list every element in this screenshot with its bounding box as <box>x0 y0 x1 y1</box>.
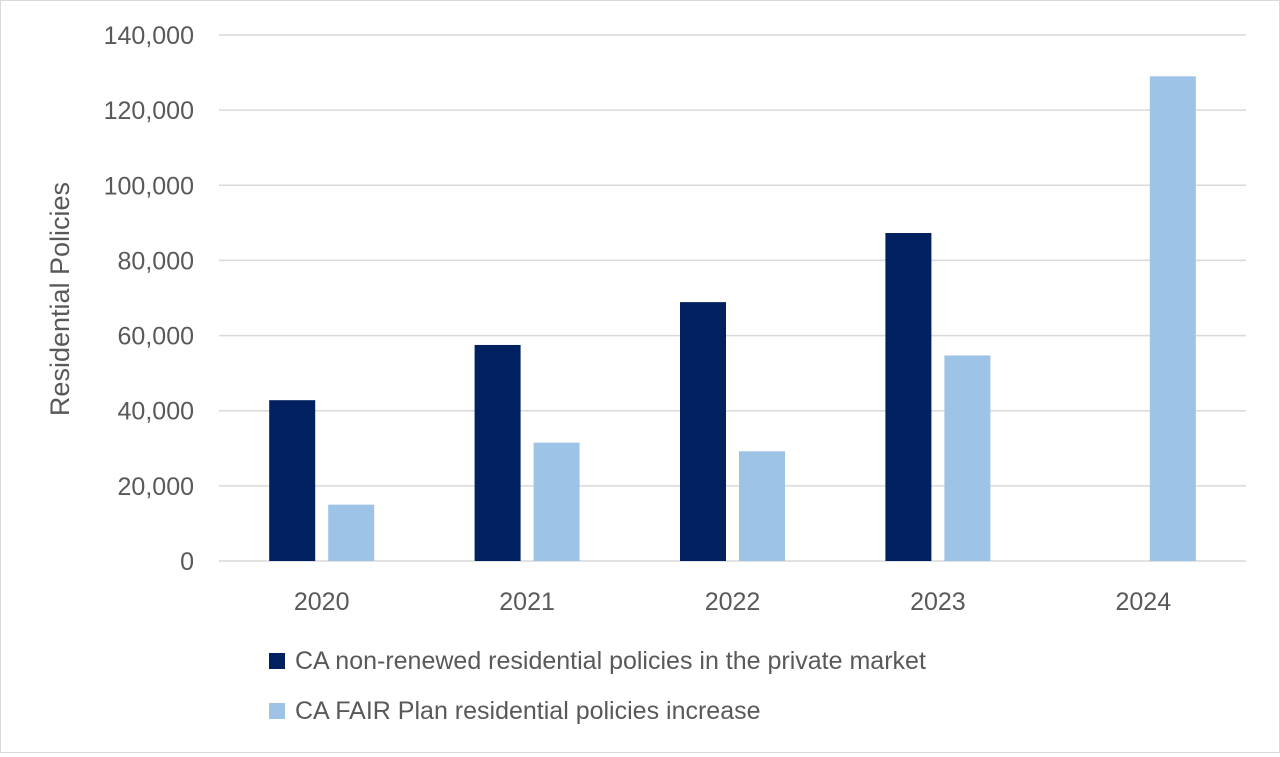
legend-label: CA non-renewed residential policies in t… <box>295 646 926 675</box>
x-tick-label: 2021 <box>499 588 555 616</box>
x-axis-ticks: 2020 2021 2022 2023 2024 <box>294 588 1171 616</box>
y-tick-label: 60,000 <box>118 323 194 351</box>
bar-2022-series-1 <box>739 451 785 561</box>
y-axis-ticks: 0 20,000 40,000 60,000 80,000 100,000 120,000 1… <box>104 22 194 576</box>
x-tick-label: 2024 <box>1115 588 1171 616</box>
bar-2021-series-0 <box>474 344 521 561</box>
y-tick-label: 120,000 <box>104 97 194 125</box>
y-tick-label: 0 <box>180 548 194 576</box>
legend-swatch <box>269 653 285 669</box>
bar-2020-series-0 <box>269 400 316 561</box>
y-tick-label: 100,000 <box>104 172 194 200</box>
bar-2022-series-0 <box>680 302 726 561</box>
legend: CA non-renewed residential policies in t… <box>269 641 926 741</box>
x-tick-label: 2022 <box>705 588 761 616</box>
legend-label: CA FAIR Plan residential policies increa… <box>295 696 761 725</box>
y-tick-label: 20,000 <box>118 473 194 501</box>
legend-item-non-renewed: CA non-renewed residential policies in t… <box>269 641 926 681</box>
bar-2020-series-1 <box>328 504 375 561</box>
y-tick-label: 140,000 <box>104 22 194 50</box>
bar-2023-series-0 <box>885 233 932 561</box>
bars <box>269 76 1196 561</box>
x-tick-label: 2020 <box>294 588 350 616</box>
y-tick-label: 40,000 <box>118 398 194 426</box>
y-tick-label: 80,000 <box>118 247 194 275</box>
bar-2024-series-1 <box>1149 76 1196 561</box>
legend-swatch <box>269 703 285 719</box>
legend-item-fair-plan: CA FAIR Plan residential policies increa… <box>269 691 926 731</box>
gridlines <box>219 34 1246 562</box>
bar-2023-series-1 <box>944 355 991 561</box>
y-axis-label: Residential Policies <box>45 182 75 416</box>
x-tick-label: 2023 <box>910 588 966 616</box>
bar-2021-series-1 <box>533 442 580 561</box>
